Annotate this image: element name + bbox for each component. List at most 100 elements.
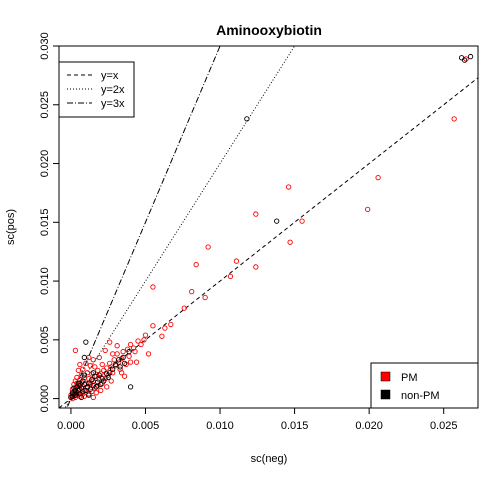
point-legend: PM non-PM: [370, 362, 479, 409]
point-non-pm: [117, 364, 123, 370]
point-pm: [121, 373, 128, 379]
point-non-pm: [83, 339, 89, 345]
legend-non-pm-label: non-PM: [401, 390, 440, 402]
point-non-pm: [121, 360, 128, 366]
point-pm: [107, 360, 113, 366]
point-pm: [142, 332, 149, 338]
line-legend: y=x y=2x y=3x: [58, 61, 135, 118]
point-pm: [99, 361, 105, 368]
point-pm: [87, 363, 93, 369]
line-legend-box: [58, 61, 135, 118]
point-pm: [126, 353, 132, 359]
plot-frame: [58, 45, 479, 409]
point-pm: [141, 337, 147, 343]
point-non-pm: [96, 372, 102, 378]
point-non-pm: [81, 372, 87, 378]
point-pm: [98, 371, 104, 377]
point-non-pm: [467, 53, 474, 60]
point-pm: [72, 347, 79, 354]
point-non-pm: [274, 218, 280, 224]
x-tick-label: 0.000: [57, 420, 85, 432]
y-tick-label: 0.020: [39, 150, 51, 178]
point-pm: [365, 206, 371, 213]
point-pm: [107, 339, 113, 345]
point-pm: [114, 343, 120, 349]
point-pm: [92, 364, 98, 370]
point-non-pm: [89, 377, 95, 383]
point-pm: [93, 373, 99, 379]
point-pm: [150, 323, 156, 329]
point-pm: [118, 355, 125, 362]
point-pm: [102, 347, 108, 354]
point-non-pm: [93, 384, 99, 390]
legend-line-y-eq-x-label: y=x: [101, 70, 119, 82]
point-non-pm: [113, 361, 119, 368]
point-pm: [150, 284, 156, 290]
point-pm: [253, 211, 259, 217]
point-pm: [233, 258, 240, 264]
point-pm: [375, 174, 381, 181]
point-legend-box: [370, 362, 479, 409]
point-non-pm: [120, 354, 126, 361]
point-pm: [189, 288, 195, 295]
chart-title: Aminooxybiotin: [216, 22, 322, 38]
point-non-pm: [68, 394, 74, 401]
point-pm: [108, 378, 114, 384]
x-tick-label: 0.005: [132, 420, 160, 432]
point-pm: [95, 367, 101, 374]
point-pm: [75, 367, 82, 374]
point-pm: [114, 351, 120, 357]
data-points: [68, 53, 474, 402]
legend-pm-swatch: [380, 371, 391, 382]
point-non-pm: [80, 378, 86, 384]
point-non-pm: [115, 357, 122, 363]
point-pm: [159, 333, 165, 339]
point-non-pm: [461, 57, 468, 63]
point-non-pm: [83, 387, 89, 394]
x-tick-label: 0.025: [430, 420, 458, 432]
point-pm: [181, 305, 187, 311]
point-non-pm: [458, 55, 465, 61]
reference-line-slope-1: [59, 77, 478, 408]
point-pm: [127, 359, 134, 365]
point-pm: [111, 357, 117, 363]
y-tick-label: 0.000: [39, 385, 51, 413]
point-pm: [101, 367, 107, 374]
point-pm: [162, 325, 168, 331]
point-non-pm: [127, 384, 134, 390]
y-axis: 0.000 0.005 0.010 0.015 0.020 0.025 0.030: [39, 32, 59, 412]
point-pm: [451, 116, 457, 122]
point-non-pm: [126, 348, 132, 355]
x-tick-label: 0.020: [355, 420, 383, 432]
y-tick-label: 0.015: [39, 209, 51, 237]
legend-pm-label: PM: [401, 372, 418, 384]
reference-line-slope-3: [66, 46, 221, 408]
reference-lines: [59, 46, 478, 408]
legend-non-pm-swatch: [380, 389, 391, 400]
point-non-pm: [95, 379, 101, 385]
point-pm: [69, 386, 76, 392]
point-pm: [90, 394, 96, 401]
point-pm: [205, 244, 211, 250]
legend-line-y-eq-3x-label: y=3x: [101, 98, 125, 110]
x-tick-label: 0.010: [206, 420, 234, 432]
point-pm: [83, 360, 89, 366]
point-pm: [118, 370, 125, 376]
point-pm: [98, 387, 104, 394]
point-pm: [130, 345, 137, 351]
y-tick-label: 0.025: [39, 91, 51, 119]
point-pm: [104, 365, 110, 371]
point-pm: [193, 261, 199, 268]
point-pm: [93, 390, 99, 396]
point-non-pm: [78, 394, 85, 401]
point-non-pm: [244, 116, 250, 122]
point-pm: [299, 218, 305, 224]
point-non-pm: [69, 393, 76, 399]
point-pm: [133, 359, 140, 365]
x-tick-label: 0.015: [281, 420, 309, 432]
y-tick-label: 0.005: [39, 326, 51, 354]
point-non-pm: [104, 371, 110, 377]
point-pm: [110, 370, 116, 376]
point-pm: [110, 351, 116, 357]
